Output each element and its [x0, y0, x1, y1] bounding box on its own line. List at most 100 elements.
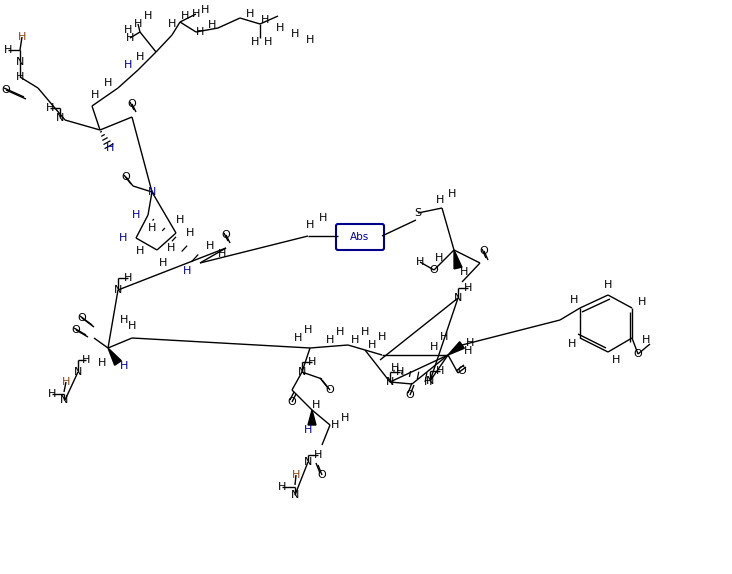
- Text: O: O: [222, 230, 231, 240]
- Text: H: H: [396, 367, 404, 377]
- Text: O: O: [406, 390, 414, 400]
- Text: H: H: [128, 321, 136, 331]
- Text: O: O: [634, 349, 643, 359]
- Text: O: O: [127, 99, 136, 109]
- Text: H: H: [464, 283, 472, 293]
- Text: H: H: [312, 400, 320, 410]
- Text: H: H: [4, 45, 12, 55]
- Text: O: O: [288, 397, 296, 407]
- Text: H: H: [246, 9, 254, 19]
- Text: N: N: [74, 367, 82, 377]
- Text: H: H: [120, 361, 128, 371]
- Text: H: H: [61, 377, 70, 387]
- Text: H: H: [124, 273, 132, 283]
- Text: O: O: [318, 470, 326, 480]
- Text: H: H: [306, 220, 314, 230]
- Text: H: H: [167, 243, 175, 253]
- Text: H: H: [306, 35, 314, 45]
- Text: H: H: [124, 60, 132, 70]
- Text: H: H: [196, 27, 204, 37]
- Text: H: H: [466, 338, 474, 348]
- Text: H: H: [638, 297, 646, 307]
- Text: H: H: [126, 33, 134, 43]
- Text: N: N: [386, 377, 395, 387]
- Polygon shape: [448, 342, 464, 355]
- Text: H: H: [416, 257, 424, 267]
- Text: H: H: [304, 325, 312, 335]
- Text: H: H: [82, 355, 90, 365]
- Text: H: H: [308, 357, 316, 367]
- Text: H: H: [367, 340, 376, 350]
- Text: H: H: [568, 339, 576, 349]
- Text: H: H: [391, 363, 399, 373]
- Text: H: H: [319, 213, 327, 223]
- Text: H: H: [183, 266, 191, 276]
- Text: H: H: [119, 233, 127, 243]
- Text: H: H: [136, 52, 144, 62]
- Text: H: H: [159, 258, 167, 268]
- Text: H: H: [604, 280, 612, 290]
- Text: N: N: [454, 293, 462, 303]
- Text: N: N: [60, 395, 68, 405]
- Text: H: H: [464, 346, 472, 356]
- Text: H: H: [448, 189, 456, 199]
- Text: H: H: [136, 246, 144, 256]
- Text: H: H: [251, 37, 259, 47]
- Text: N: N: [56, 113, 64, 123]
- Text: O: O: [458, 366, 466, 376]
- Text: O: O: [326, 385, 335, 395]
- Polygon shape: [108, 348, 122, 365]
- Text: H: H: [351, 335, 359, 345]
- Text: O: O: [430, 265, 438, 275]
- Text: H: H: [208, 20, 216, 30]
- Text: N: N: [304, 457, 312, 467]
- Text: H: H: [48, 389, 56, 399]
- Text: H: H: [143, 11, 152, 21]
- Text: H: H: [134, 19, 142, 29]
- Text: N: N: [16, 57, 24, 67]
- Text: H: H: [314, 450, 322, 460]
- Text: H: H: [278, 482, 286, 492]
- Polygon shape: [454, 250, 462, 269]
- Text: H: H: [292, 470, 300, 480]
- Text: O: O: [1, 85, 10, 95]
- Text: H: H: [106, 143, 114, 153]
- Text: H: H: [326, 335, 335, 345]
- Text: S: S: [414, 208, 422, 218]
- Text: O: O: [479, 246, 488, 256]
- Text: H: H: [331, 420, 339, 430]
- Text: H: H: [440, 332, 448, 342]
- Text: H: H: [378, 332, 386, 342]
- Text: H: H: [642, 335, 650, 345]
- Text: H: H: [176, 215, 184, 225]
- Text: H: H: [336, 327, 344, 337]
- Text: H: H: [291, 29, 299, 39]
- Text: O: O: [122, 172, 130, 182]
- Text: H: H: [435, 253, 443, 263]
- Text: H: H: [361, 327, 369, 337]
- Text: O: O: [78, 313, 86, 323]
- Text: H: H: [341, 413, 349, 423]
- Text: H: H: [18, 32, 26, 42]
- Text: H: H: [430, 342, 438, 352]
- Text: H: H: [124, 25, 132, 35]
- Polygon shape: [308, 410, 316, 425]
- Text: H: H: [294, 333, 302, 343]
- Text: H: H: [436, 195, 444, 205]
- Text: H: H: [201, 5, 209, 15]
- Text: H: H: [261, 15, 269, 25]
- Text: N: N: [148, 187, 156, 197]
- Text: H: H: [132, 210, 141, 220]
- Text: N: N: [113, 285, 122, 295]
- Text: H: H: [612, 355, 620, 365]
- Text: H: H: [46, 103, 54, 113]
- Text: H: H: [98, 358, 106, 368]
- Text: H: H: [16, 72, 24, 82]
- Text: N: N: [298, 367, 306, 377]
- Text: N: N: [291, 490, 299, 500]
- Text: H: H: [304, 425, 312, 435]
- Text: H: H: [104, 78, 112, 88]
- Text: N: N: [426, 376, 434, 386]
- Text: H: H: [218, 249, 226, 259]
- Text: H: H: [460, 267, 468, 277]
